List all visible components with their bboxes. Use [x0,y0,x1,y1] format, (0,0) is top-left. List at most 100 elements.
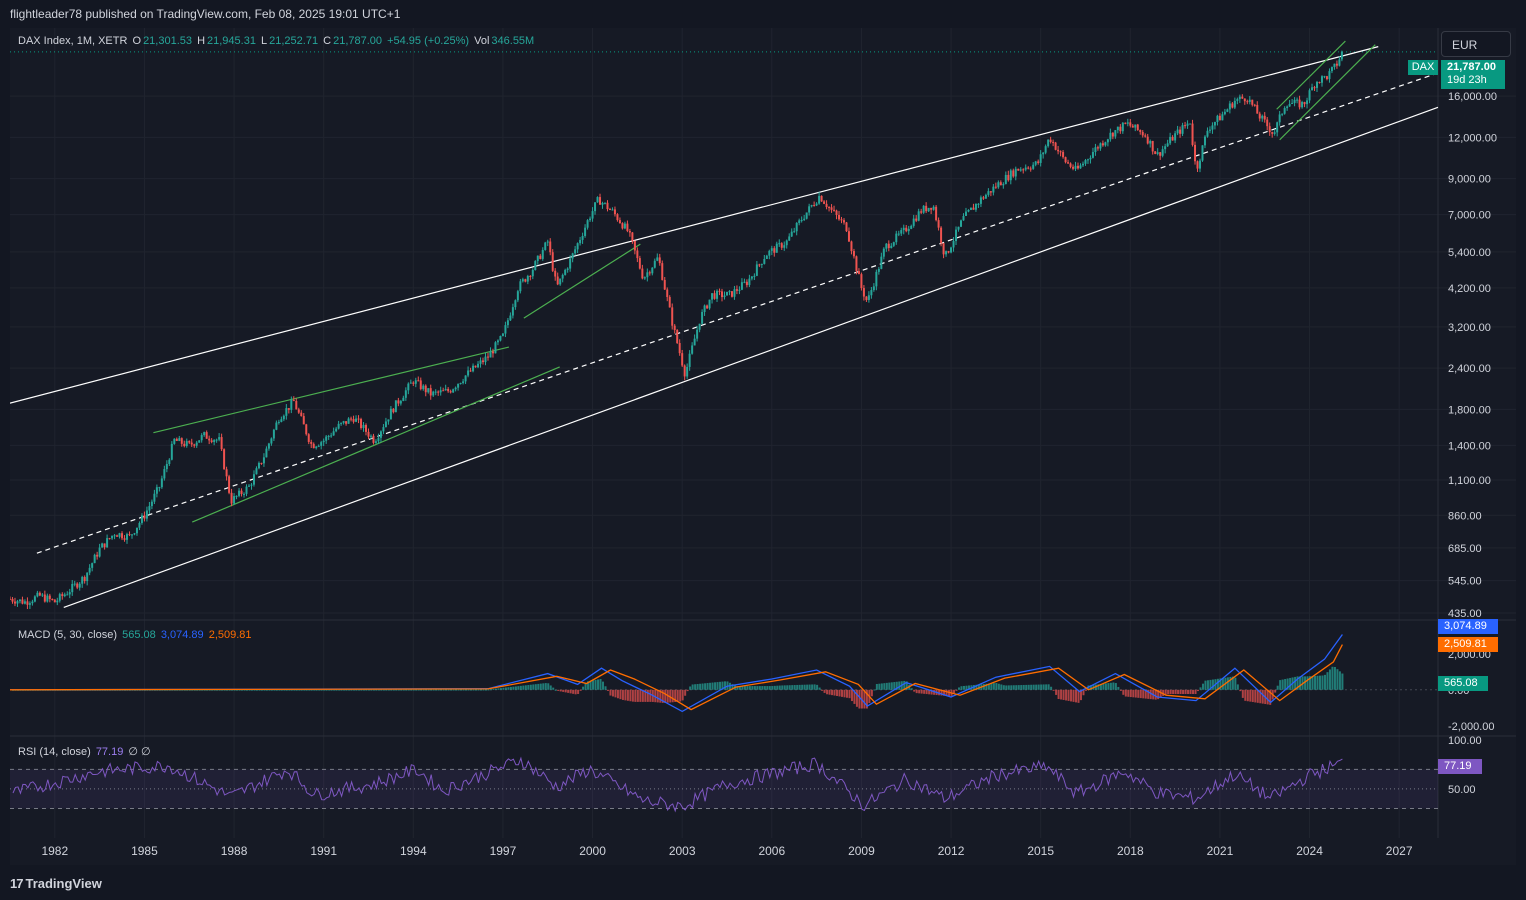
symbol-label[interactable]: DAX Index, 1M, XETR [18,35,128,47]
wedge-upper-trend [153,346,510,434]
macd-histogram-bar [975,684,978,690]
macd-histogram-bar [270,689,273,691]
macd-histogram-bar [363,689,366,691]
macd-histogram-bar [133,689,136,691]
candle-body [165,463,168,470]
macd-signal-value: 2,509.81 [208,629,252,641]
candle-body [501,333,504,336]
macd-histogram-bar [1326,672,1329,690]
candle-body [360,419,363,429]
macd-histogram-bar [813,684,816,690]
candle-body [544,242,547,250]
candle-body [13,601,16,604]
macd-histogram-bar [644,689,647,702]
candle-body [424,385,427,393]
macd-histogram-bar [1067,689,1070,701]
currency-button[interactable]: EUR [1441,31,1511,57]
macd-signal-line [10,644,1343,711]
candle-body [1144,135,1147,137]
macd-histogram-bar [1199,687,1202,690]
candle-body [46,595,49,602]
candle-body [392,408,395,413]
macd-histogram-bar [985,683,988,690]
macd-histogram-bar [532,684,535,690]
macd-histogram-bar [298,689,301,691]
candle-body [394,400,397,413]
macd-histogram-bar [1279,680,1282,690]
macd-histogram-bar [875,683,878,690]
macd-histogram-bar [1060,689,1063,700]
candle-body [623,223,626,229]
macd-pane: 2,000.000.00-2,000.00 [10,634,1494,733]
macd-histogram-bar [905,681,908,690]
macd-histogram-bar [173,689,176,691]
candle-body [183,443,186,447]
macd-label[interactable]: MACD (5, 30, close) [18,629,118,641]
macd-histogram-bar [335,689,338,691]
tradingview-logo[interactable]: 17 TradingView [10,876,102,891]
macd-histogram-bar [1127,689,1130,697]
macd-histogram-bar [584,682,587,690]
candle-body [61,594,64,597]
macd-histogram-bar [1338,671,1341,690]
candle-body [198,440,201,443]
macd-histogram-bar [285,689,288,691]
macd-histogram-bar [1246,689,1249,702]
candle-body [262,457,265,464]
candle-body [686,366,689,377]
candle-body [1251,99,1254,105]
macd-hist-tag: 565.08 [1438,676,1488,691]
candle-body [1236,99,1239,101]
macd-histogram-bar [1070,689,1073,702]
time-tick-label: 1991 [310,844,337,858]
macd-histogram-bar [669,689,672,703]
macd-histogram-bar [193,689,196,691]
candle-body [1104,142,1107,146]
macd-histogram-bar [649,689,652,702]
macd-histogram-bar [246,689,249,691]
candle-body [98,547,101,557]
macd-histogram-bar [1341,673,1344,690]
macd-axis-neg2000: -2,000.00 [1448,721,1494,733]
candle-body [1276,122,1279,133]
candle-body [310,441,313,444]
chart-area[interactable]: 2,000.000.00-2,000.00 100.00 50.00 435.00… [10,28,1516,865]
candle-body [150,501,153,507]
macd-histogram-bar [850,689,853,702]
candle-body [765,255,768,259]
macd-histogram-bar [602,681,605,690]
macd-histogram-bar [1226,677,1229,690]
candle-body [108,538,111,540]
candle-body [275,422,278,430]
rsi-label[interactable]: RSI (14, close) [18,746,91,758]
macd-histogram-bar [1164,689,1167,695]
candle-body [200,435,203,441]
candle-body [412,382,415,384]
candle-body [972,207,975,210]
macd-histogram-bar [885,682,888,690]
macd-histogram-bar [1169,689,1172,695]
candle-body [447,388,450,392]
candle-body [210,440,213,443]
candle-body [611,209,614,211]
chart-svg[interactable]: 2,000.000.00-2,000.00 100.00 50.00 435.00… [10,28,1516,865]
candle-body [531,269,534,277]
macd-histogram-bar [1244,689,1247,701]
macd-histogram-bar [923,689,926,694]
candle-body [387,419,390,422]
macd-histogram-bar [330,689,333,691]
time-tick-label: 2009 [848,844,875,858]
macd-histogram-bar [689,686,692,690]
candle-body [1268,126,1271,133]
price-tick-label: 1,800.00 [1448,404,1491,416]
macd-histogram-bar [699,683,702,690]
macd-histogram-bar [1022,684,1025,690]
macd-histogram-bar [166,689,169,691]
macd-histogram-bar [945,689,948,696]
candle-body [907,228,910,232]
macd-histogram-bar [477,689,480,691]
macd-histogram-bar [1032,684,1035,690]
macd-histogram-bar [1082,689,1085,696]
macd-histogram-bar [1010,685,1013,690]
candle-body [1009,170,1012,181]
